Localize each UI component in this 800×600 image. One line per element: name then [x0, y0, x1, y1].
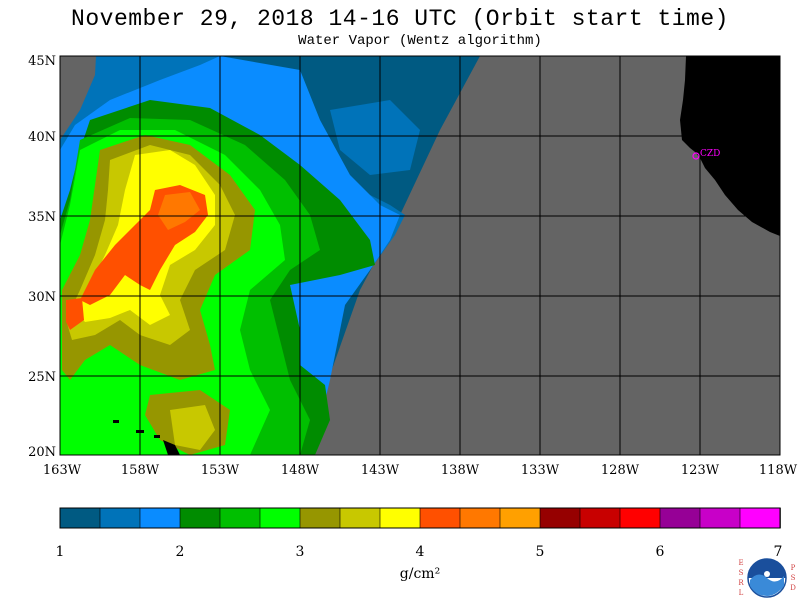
lon-label-128w: 128W: [601, 463, 640, 478]
colorbar-tick-1: 1: [56, 544, 65, 560]
noaa-logo: E S R L P S D: [738, 558, 796, 598]
land-north-america: [680, 56, 780, 236]
colorbar-tick-5: 5: [536, 544, 545, 560]
lon-label-163w: 163W: [43, 463, 82, 478]
colorbar-segment: [139, 507, 181, 529]
colorbar-segment: [59, 507, 101, 529]
colorbar-tick-2: 2: [176, 544, 185, 560]
logo-letter-p: P: [791, 564, 796, 572]
logo-letter-l: L: [739, 589, 744, 597]
colorbar-frame: [59, 507, 781, 529]
colorbar-segment: [539, 507, 581, 529]
swath-orange-core: [158, 192, 200, 230]
lat-label-20n: 20N: [28, 445, 56, 460]
colorbar-unit: g/cm²: [400, 566, 440, 582]
swath-blue-patch: [330, 100, 420, 175]
lon-label-158w: 158W: [121, 463, 160, 478]
lon-label-153w: 153W: [201, 463, 240, 478]
lon-label-138w: 138W: [441, 463, 480, 478]
colorbar-segment: [739, 507, 781, 529]
lat-label-25n: 25N: [28, 370, 56, 385]
colorbar-segment: [339, 507, 381, 529]
lon-label-148w: 148W: [281, 463, 320, 478]
logo-letter-d: D: [790, 584, 796, 592]
lon-label-133w: 133W: [521, 463, 560, 478]
lon-label-143w: 143W: [361, 463, 400, 478]
map-grid: [60, 56, 780, 455]
logo-letter-r: R: [738, 579, 744, 587]
lon-label-123w: 123W: [681, 463, 720, 478]
colorbar-segment: [219, 507, 261, 529]
colorbar-segment: [259, 507, 301, 529]
colorbar-segment: [299, 507, 341, 529]
map-title: November 29, 2018 14-16 UTC (Orbit start…: [71, 6, 729, 32]
lat-label-40n: 40N: [28, 130, 56, 145]
colorbar-tick-labels: 1 2 3 4 5 6 7: [56, 544, 783, 560]
lat-label-35n: 35N: [28, 210, 56, 225]
colorbar-segment: [499, 507, 541, 529]
logo-letter-s2: S: [791, 574, 796, 582]
colorbar-tick-6: 6: [656, 544, 665, 560]
logo-letter-e: E: [738, 559, 743, 567]
colorbar-segment: [699, 507, 741, 529]
colorbar-segment: [579, 507, 621, 529]
water-vapor-field: [60, 56, 780, 455]
colorbar-tick-4: 4: [416, 544, 425, 560]
colorbar-segment: [659, 507, 701, 529]
lat-label-45n: 45N: [28, 54, 56, 69]
colorbar: [59, 507, 781, 529]
colorbar-segment: [179, 507, 221, 529]
colorbar-tick-7: 7: [774, 544, 783, 560]
lon-label-118w: 118W: [759, 463, 798, 478]
colorbar-segment: [619, 507, 661, 529]
station-marker: CZD: [692, 149, 720, 160]
lat-label-30n: 30N: [28, 290, 56, 305]
colorbar-segment: [379, 507, 421, 529]
station-label: CZD: [700, 149, 720, 159]
swath-light-olive-south: [170, 405, 215, 450]
colorbar-segment: [99, 507, 141, 529]
latitude-labels: 45N 40N 35N 30N 25N 20N: [28, 54, 56, 460]
map-subtitle: Water Vapor (Wentz algorithm): [298, 33, 542, 49]
map-frame: [59, 55, 781, 456]
swath-orange-left: [66, 298, 84, 330]
longitude-labels: 163W 158W 153W 148W 143W 138W 133W 128W …: [43, 463, 798, 478]
colorbar-segment: [419, 507, 461, 529]
logo-letter-s: S: [739, 569, 744, 577]
colorbar-tick-3: 3: [296, 544, 305, 560]
colorbar-segment: [459, 507, 501, 529]
